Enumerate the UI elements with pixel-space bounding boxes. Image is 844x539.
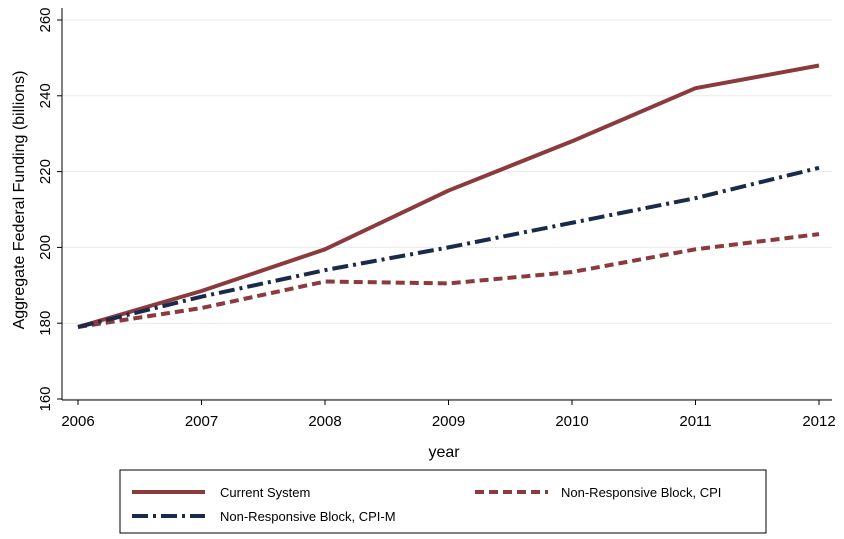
x-tick-label: 2008 xyxy=(308,413,341,430)
axes xyxy=(61,8,832,401)
legend-label: Non-Responsive Block, CPI xyxy=(561,485,721,500)
y-tick-label: 240 xyxy=(37,83,54,108)
x-tick-label: 2011 xyxy=(679,413,711,430)
y-tick-label: 200 xyxy=(37,235,54,260)
x-tick-label: 2009 xyxy=(432,413,465,430)
legend-label: Current System xyxy=(220,485,310,500)
y-tick-label: 260 xyxy=(37,7,54,32)
y-tick-label: 160 xyxy=(37,386,54,411)
legend-label: Non-Responsive Block, CPI-M xyxy=(220,509,396,524)
y-tick-label: 220 xyxy=(37,159,54,184)
series-lines xyxy=(77,63,820,329)
y-axis-title: Aggregate Federal Funding (billions) xyxy=(11,71,28,330)
x-ticks: 2006 2007 2008 2009 2010 2011 2012 xyxy=(61,400,836,430)
legend-box xyxy=(119,469,767,534)
x-tick-label: 2007 xyxy=(185,413,218,430)
x-axis-title: year xyxy=(428,444,460,461)
legend: Current System Non-Responsive Block, CPI N… xyxy=(119,469,767,534)
y-tick-label: 180 xyxy=(37,311,54,336)
x-tick-label: 2006 xyxy=(61,413,94,430)
gridlines xyxy=(62,19,832,400)
x-tick-label: 2010 xyxy=(555,413,588,430)
y-ticks: 160 180 200 220 240 260 xyxy=(37,7,62,412)
x-tick-label: 2012 xyxy=(802,413,835,430)
